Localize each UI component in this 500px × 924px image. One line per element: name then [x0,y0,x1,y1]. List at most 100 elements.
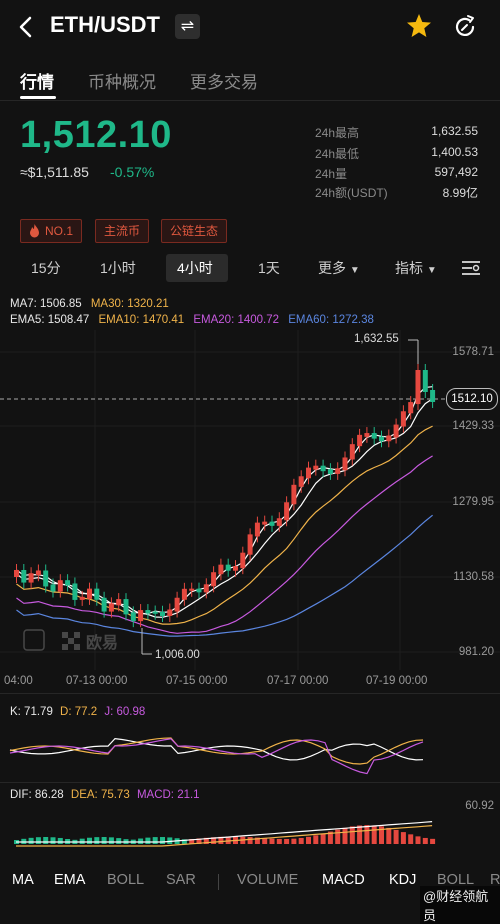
macd-y-tick: 60.92 [465,800,494,812]
tab-more-trading[interactable]: 更多交易 [190,73,258,92]
candle-body [79,596,85,600]
tag-rank-label: NO.1 [45,224,74,238]
macd-bar [327,831,333,844]
last-price: 1,512.10 [20,114,172,156]
interval-more[interactable]: 更多 ▼ [318,258,360,278]
candle-body [123,599,129,615]
chart-settings-icon[interactable] [460,259,482,277]
top-header: ETH/USDT ⇌ [0,0,500,56]
stat-value-high: 1,632.55 [431,124,478,138]
interval-4h[interactable]: 4小时 [177,260,213,276]
candle-body [14,570,19,577]
indicator-boll[interactable]: BOLL [107,872,145,888]
indicator-kdj[interactable]: KDJ [389,872,417,888]
tag-mainstream[interactable]: 主流币 [95,219,150,243]
candle-body [167,609,173,616]
indicator-label: 指标 [395,260,423,276]
macd-bar [181,839,187,844]
interval-1d[interactable]: 1天 [258,260,280,276]
author-watermark: @财经领航员 [420,886,500,924]
kdj-d: D: 77.2 [60,706,98,718]
ema5-value: EMA5: 1508.47 [10,314,90,326]
x-tick: 07-19 00:00 [366,675,428,687]
candle-body [262,521,268,525]
y-tick: 1578.71 [452,346,494,358]
candle-body [327,469,333,474]
macd-bar [160,837,165,844]
toolbar-divider [218,874,219,890]
candle-body [335,468,341,474]
candle-body [35,570,41,576]
macd-bar [276,838,282,844]
macd-bar [284,838,290,844]
macd-bar [357,825,363,844]
candle-body [225,564,231,571]
candle-body [130,612,136,622]
tab-coin-overview[interactable]: 币种概况 [88,73,156,92]
low-price-label: 1,006.00 [155,649,200,661]
indicator-sar[interactable]: SAR [166,872,196,888]
moving-average-lines [16,386,433,637]
candle-body [269,521,275,526]
candle-body [65,580,71,586]
macd-chart [14,821,436,847]
macd-bar [101,837,107,844]
candle-body [254,522,260,537]
macd-bar [422,837,428,844]
kdj-k: K: 71.79 [10,706,53,718]
ema60-value: EMA60: 1272.38 [288,314,374,326]
macd-bar [291,838,297,844]
indicator-boll-sub[interactable]: BOLL [437,872,475,888]
candle-body [430,390,436,402]
grid-lines [0,330,500,670]
candlestick-chart[interactable]: 欧易 1,632.55 1,006.00 [0,330,500,670]
x-tick: 07-13 00:00 [66,675,128,687]
candle-body [203,584,209,593]
indicator-ema[interactable]: EMA [54,872,86,888]
favorite-star-icon[interactable] [405,12,433,40]
macd-bar [247,837,253,844]
divider [0,693,500,694]
tab-market[interactable]: 行情 [20,73,54,92]
candle-body [152,611,158,614]
ma-line [16,514,433,637]
macd-bar [203,837,209,844]
fire-icon [30,224,39,238]
y-tick: 1279.95 [452,496,494,508]
swap-pair-icon[interactable]: ⇌ [175,14,200,39]
candle-body [349,444,355,460]
macd-bar [116,838,122,844]
indicator-r[interactable]: R [490,872,500,888]
candle-body [400,411,406,427]
indicator-volume[interactable]: VOLUME [237,872,299,888]
candle-body [233,566,238,571]
candle-body [284,502,290,521]
candle-body [247,534,253,555]
candle-body [28,573,34,583]
interval-15m[interactable]: 15分 [31,260,61,276]
back-arrow-icon[interactable] [14,14,40,40]
macd-bar [400,832,406,844]
tag-public-chain[interactable]: 公链生态 [161,219,228,243]
candle-body [138,610,144,622]
indicator-toolbar: MA EMA BOLL SAR VOLUME MACD KDJ BOLL R @… [0,866,500,924]
watermark: 欧易 [23,629,118,652]
tag-rank[interactable]: NO.1 [20,219,83,243]
ma-legend-row: MA7: 1506.85 MA30: 1320.21 [10,298,169,310]
interval-1h[interactable]: 1小时 [100,260,136,276]
candle-body [101,597,107,612]
trading-pair-title[interactable]: ETH/USDT [50,12,160,37]
macd-bar [225,836,231,844]
share-refresh-icon[interactable] [451,13,479,41]
macd-bar [342,827,348,844]
macd-bar [269,838,275,844]
candle-body [320,465,326,472]
candle-body [306,467,311,479]
x-tick: 07-17 00:00 [267,675,329,687]
indicator-menu[interactable]: 指标 ▼ [395,258,437,278]
indicator-macd[interactable]: MACD [322,872,365,888]
macd-bar [349,826,355,844]
indicator-ma[interactable]: MA [12,872,34,888]
macd-bar [145,837,151,844]
macd-bar [262,838,268,844]
